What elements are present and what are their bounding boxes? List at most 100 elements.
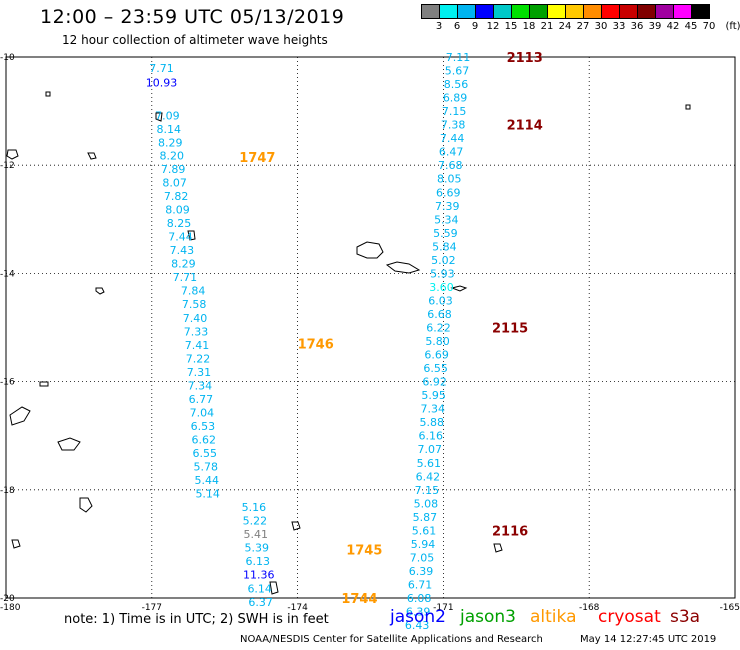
wave-height-value: 6.22 — [426, 322, 451, 335]
pass-number-label: 2114 — [507, 119, 543, 134]
wave-height-value: 7.11 — [446, 51, 471, 64]
wave-height-value: 5.16 — [242, 501, 267, 514]
wave-height-value: 6.55 — [423, 362, 448, 375]
track-2113: 7.115.678.566.89 2113 — [443, 51, 543, 105]
colorbar-cell — [691, 4, 710, 19]
colorbar-label: 33 — [612, 21, 626, 32]
colorbar — [421, 4, 710, 19]
wave-height-value: 6.62 — [192, 433, 217, 446]
lat-label: -12 — [0, 161, 15, 171]
wave-height-value: 6.53 — [191, 420, 216, 433]
island-small-6 — [45, 91, 51, 97]
wave-height-value: 5.67 — [445, 65, 470, 78]
wave-height-value: 10.93 — [146, 76, 178, 89]
colorbar-label: 9 — [471, 21, 479, 32]
wave-height-value: 6.14 — [247, 582, 272, 595]
colorbar-label: 24 — [558, 21, 572, 32]
island-small-13 — [269, 581, 279, 595]
wave-height-value: 7.22 — [186, 352, 211, 365]
lat-label: -10 — [0, 53, 15, 63]
map-frame — [5, 56, 736, 599]
colorbar-label: 6 — [453, 21, 461, 32]
wave-height-value: 7.04 — [190, 406, 215, 419]
track-1746: 7.847.587.407.337.417.227.317.346.777.04… — [181, 285, 334, 501]
wave-height-value: 8.20 — [159, 149, 184, 162]
pass-number-label: 1745 — [346, 543, 382, 558]
wave-height-value: 8.29 — [171, 258, 196, 271]
island-small-14 — [291, 521, 301, 531]
island-small-1 — [95, 287, 105, 295]
wave-height-value: 6.03 — [428, 294, 453, 307]
wave-height-value: 7.44 — [168, 231, 193, 244]
wave-height-value: 7.33 — [184, 325, 209, 338]
island-small-3 — [155, 112, 163, 122]
island-small-5 — [87, 152, 97, 160]
wave-height-value: 7.15 — [415, 484, 440, 497]
wave-height-value: 5.14 — [195, 488, 220, 501]
wave-height-value: 7.82 — [164, 190, 189, 203]
wave-height-value: 6.77 — [189, 393, 214, 406]
wave-height-value: 6.69 — [424, 349, 449, 362]
wave-height-value: 6.92 — [422, 376, 447, 389]
wave-height-value: 5.61 — [412, 524, 437, 537]
colorbar-label: 27 — [576, 21, 590, 32]
wave-height-value: 7.84 — [181, 285, 206, 298]
wave-height-value: 6.43 — [405, 619, 430, 632]
island-tutuila — [450, 285, 468, 292]
pass-number-label: 1747 — [239, 151, 275, 166]
wave-height-value: 5.87 — [413, 511, 438, 524]
legend-altika: altika — [530, 607, 577, 627]
wave-height-value: 7.09 — [155, 109, 180, 122]
wave-height-value: 3.60 — [429, 281, 454, 294]
wave-height-value: 7.44 — [440, 132, 465, 145]
wave-height-value: 7.40 — [183, 312, 208, 325]
colorbar-label: 36 — [630, 21, 644, 32]
wave-height-value: 7.34 — [188, 379, 213, 392]
island-small-7 — [685, 104, 691, 110]
colorbar-label: 45 — [684, 21, 698, 32]
pass-number-label: 1744 — [341, 592, 377, 607]
wave-height-value: 6.68 — [427, 308, 452, 321]
pass-number-label: 2116 — [492, 524, 528, 539]
legend-cryosat: cryosat — [598, 607, 661, 627]
wave-height-value: 7.41 — [185, 339, 210, 352]
wave-height-value: 5.41 — [244, 528, 269, 541]
legend-jason2: jason2 — [390, 607, 446, 627]
map-axes: -10 -12 -14 -16 -18 -20-180 -177 -174 -171 -168 -1… — [0, 53, 740, 613]
lon-label: -174 — [287, 603, 308, 613]
pass-number-label: 2113 — [507, 51, 543, 66]
track-2115: 6.225.806.696.556.925.957.345.886.167.07… — [413, 322, 529, 524]
wave-height-value: 7.15 — [442, 105, 467, 118]
wave-height-value: 8.07 — [162, 177, 187, 190]
pass-number-label: 2115 — [492, 322, 528, 337]
wave-height-value: 11.36 — [243, 569, 275, 582]
page-subtitle: 12 hour collection of altimeter wave hei… — [62, 33, 328, 47]
island-small-4 — [6, 149, 19, 160]
wave-height-value: 6.16 — [419, 430, 444, 443]
colorbar-label: 3 — [435, 21, 443, 32]
wave-height-value: 6.55 — [193, 447, 218, 460]
lat-label: -20 — [0, 594, 15, 604]
colorbar-labels: 3 6 9 12 15 18 21 24 27 30 33 36 39 42 45 70 (ft) — [421, 21, 740, 33]
wave-height-value: 5.59 — [433, 227, 458, 240]
wave-height-value: 5.02 — [431, 254, 456, 267]
island-small-2 — [187, 230, 196, 241]
wave-height-value: 8.29 — [158, 136, 183, 149]
land-outlines — [6, 91, 691, 595]
lat-label: -16 — [0, 378, 15, 388]
colorbar-label: 30 — [594, 21, 608, 32]
wave-height-value: 5.22 — [243, 515, 268, 528]
island-upolu — [356, 241, 384, 259]
lon-label: -180 — [0, 603, 21, 613]
wave-height-value: 5.94 — [411, 538, 436, 551]
wave-height-value: 7.31 — [187, 366, 212, 379]
altimeter-tracks: 7.7110.937.098.148.298.207.898.077.828.0… — [146, 51, 543, 632]
generation-timestamp: May 14 12:27:45 UTC 2019 — [580, 634, 717, 645]
wave-height-value: 6.89 — [443, 92, 468, 105]
lon-label: -177 — [142, 603, 162, 613]
footer-note: note: 1) Time is in UTC; 2) SWH is in fe… — [64, 612, 329, 627]
wave-height-value: 6.13 — [245, 555, 270, 568]
wave-height-value: 5.95 — [421, 389, 446, 402]
wave-height-value: 5.34 — [434, 213, 459, 226]
